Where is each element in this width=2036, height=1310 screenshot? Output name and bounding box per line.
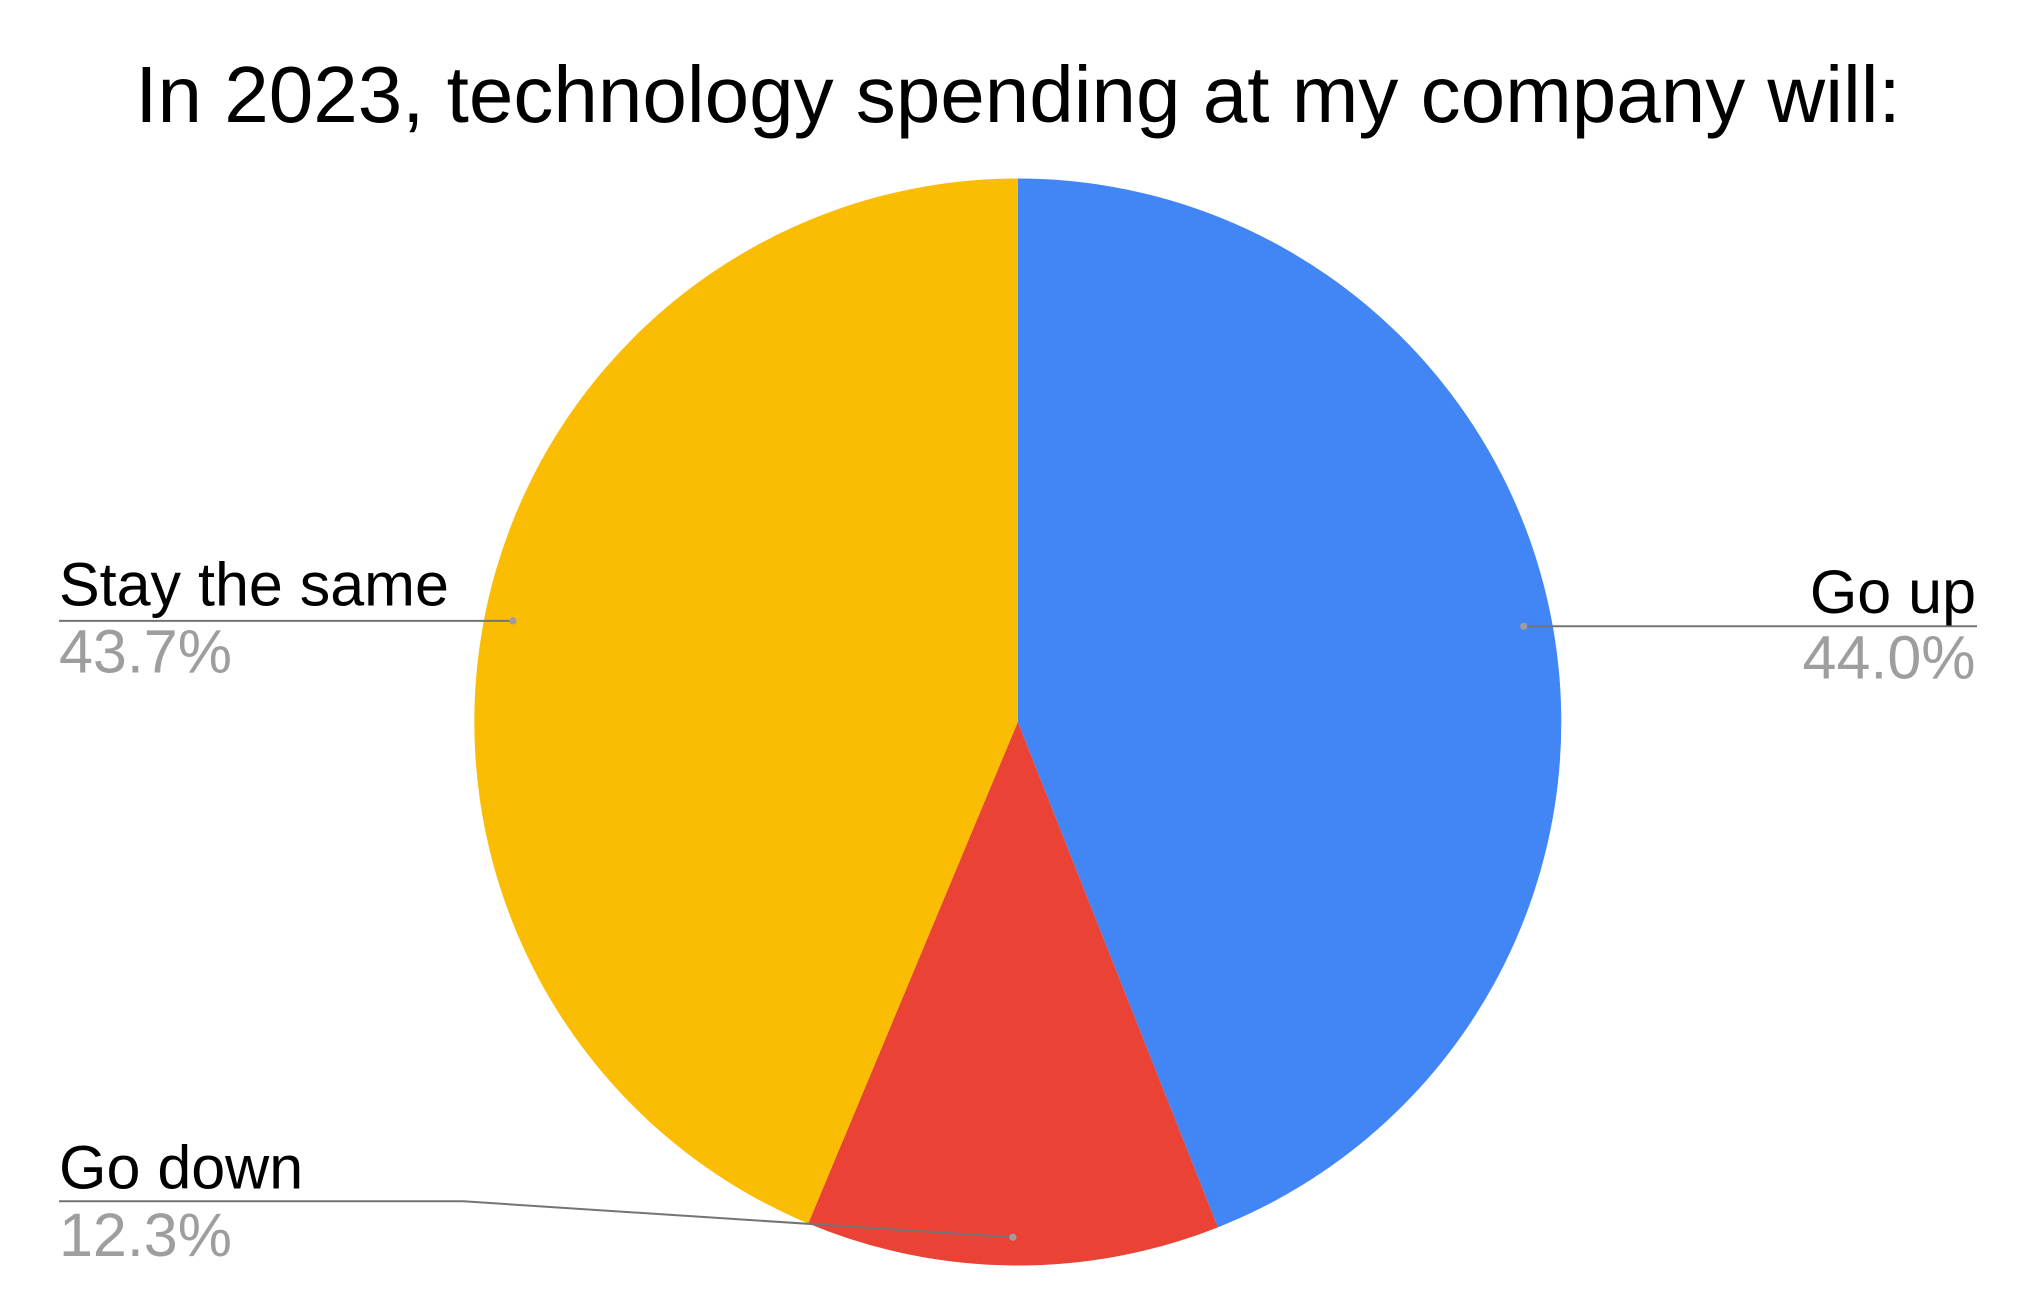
svg-text:12.3%: 12.3% bbox=[59, 1201, 232, 1269]
svg-text:Stay the same: Stay the same bbox=[59, 551, 449, 619]
svg-text:Go up: Go up bbox=[1810, 558, 1976, 626]
svg-text:43.7%: 43.7% bbox=[59, 618, 232, 686]
svg-text:In 2023, technology spending a: In 2023, technology spending at my compa… bbox=[135, 50, 1900, 139]
svg-text:44.0%: 44.0% bbox=[1803, 624, 1976, 692]
svg-text:Go down: Go down bbox=[59, 1134, 303, 1202]
